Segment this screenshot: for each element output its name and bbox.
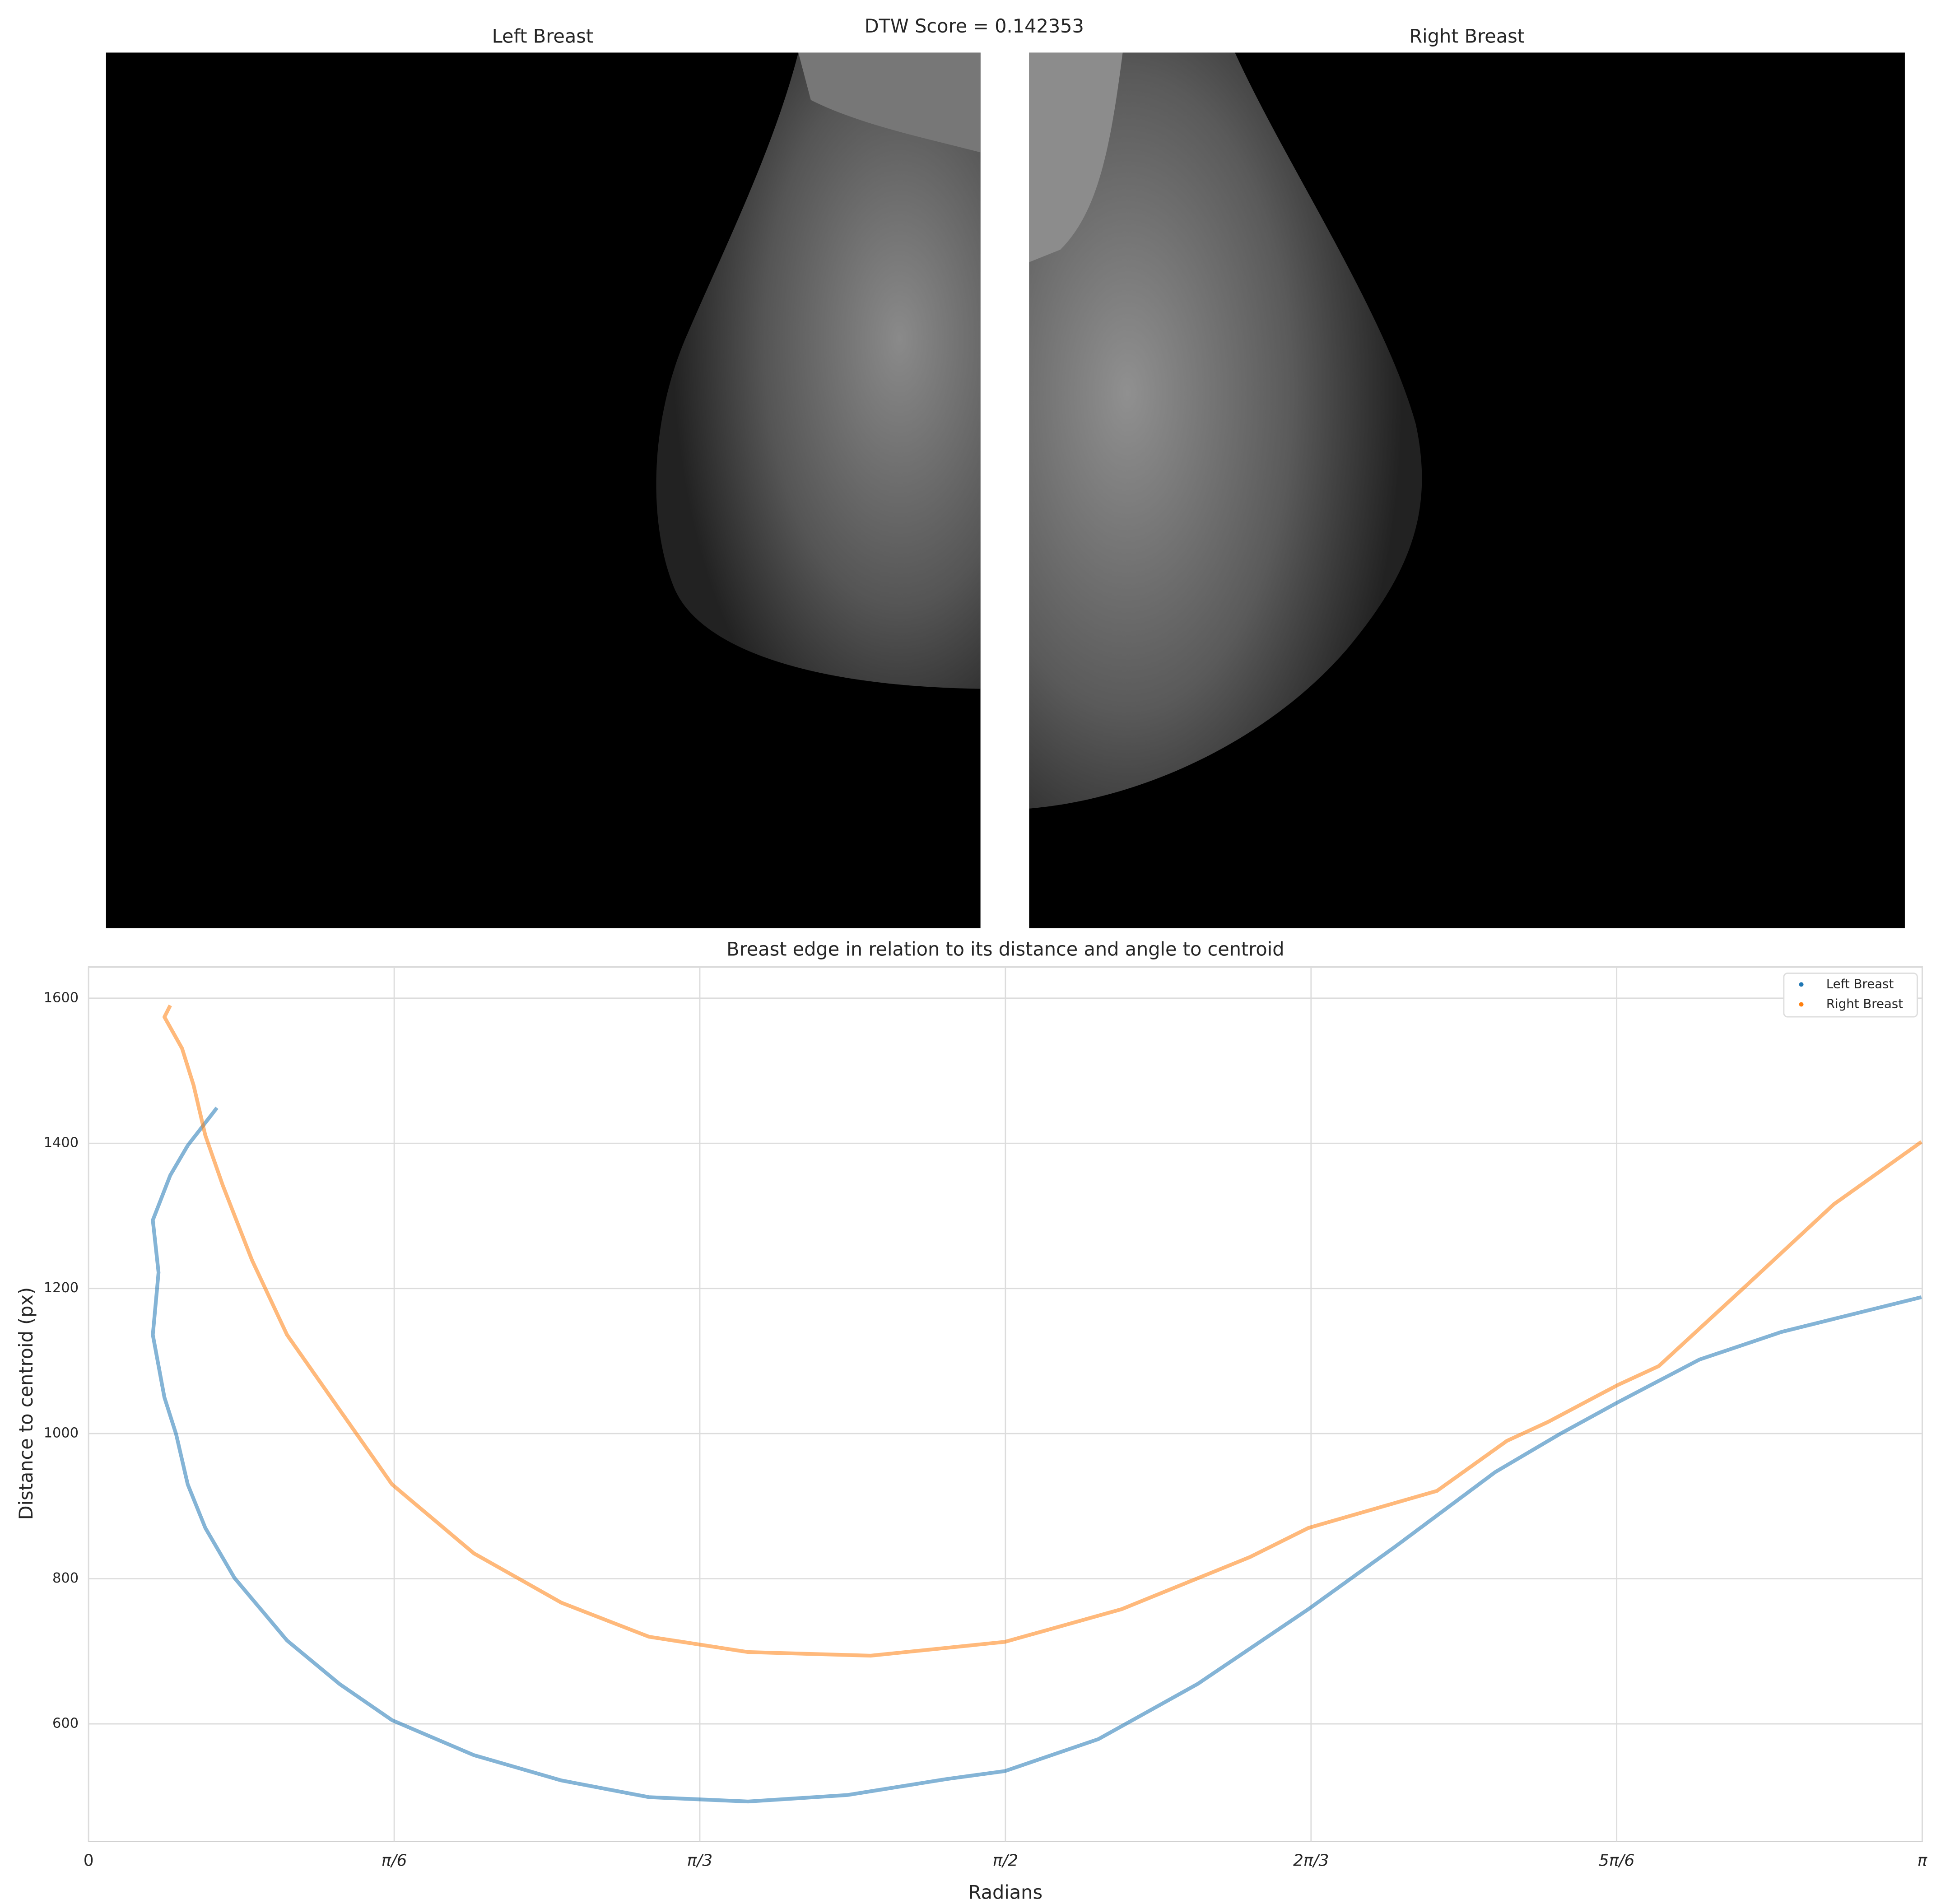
legend-marker [1799, 1002, 1804, 1007]
right-breast-shape [1029, 52, 1422, 809]
x-tick-label: π [1917, 1852, 1928, 1870]
legend-label: Right Breast [1826, 996, 1903, 1011]
right-muscle [1029, 52, 1123, 262]
figure-title: DTW Score = 0.142353 [865, 15, 1084, 37]
panel-title: Right Breast [1409, 25, 1525, 47]
left-breast-shape [656, 52, 981, 689]
x-tick-label: 5π/6 [1599, 1852, 1634, 1870]
series-line [163, 1004, 1923, 1658]
x-tick-label: π/2 [993, 1852, 1019, 1870]
panel-title: Left Breast [492, 25, 593, 47]
left-muscle [798, 52, 981, 153]
x-tick-label: π/6 [382, 1852, 407, 1870]
legend-label: Left Breast [1826, 976, 1894, 991]
y-tick-label: 800 [52, 1570, 79, 1586]
y-axis-label: Distance to centroid (px) [15, 1287, 37, 1520]
y-tick-label: 1400 [44, 1135, 79, 1151]
x-tick-label: 0 [84, 1852, 94, 1870]
legend-marker [1799, 982, 1804, 987]
x-axis-label: Radians [968, 1881, 1042, 1903]
x-tick-label: 2π/3 [1293, 1852, 1329, 1870]
chart-title: Breast edge in relation to its distance … [726, 939, 1284, 960]
x-tick-label: π/3 [687, 1852, 713, 1870]
legend-box [1783, 973, 1918, 1018]
y-tick-label: 1200 [44, 1280, 79, 1296]
mammogram-panel [106, 52, 1905, 929]
series-line [151, 1107, 1922, 1804]
y-tick-label: 1000 [44, 1425, 79, 1441]
y-tick-label: 1600 [44, 990, 79, 1006]
y-tick-label: 600 [52, 1716, 79, 1732]
